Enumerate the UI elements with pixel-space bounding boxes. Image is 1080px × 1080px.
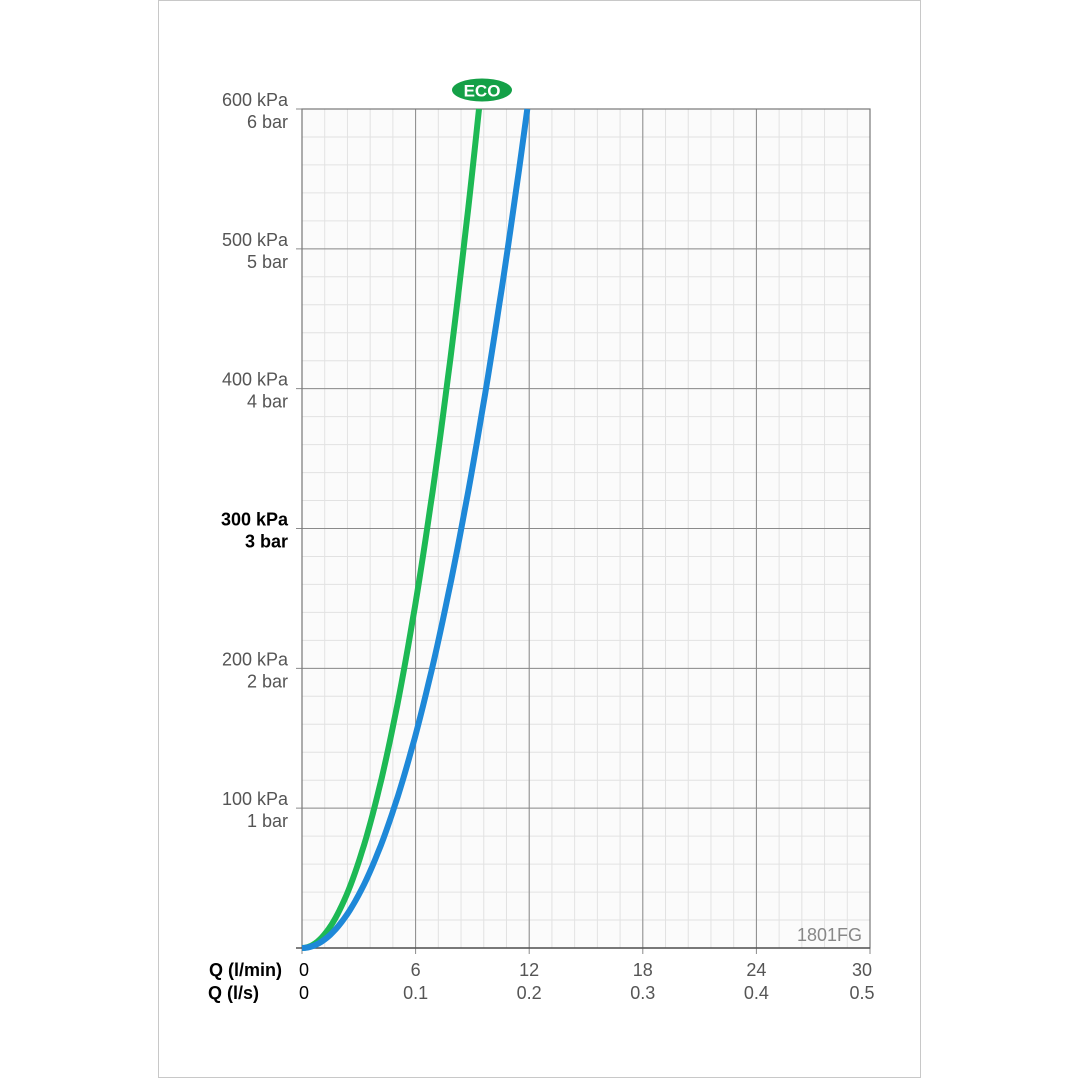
x-tick-label-ls: 0.2 bbox=[517, 983, 542, 1003]
series-line-eco bbox=[301, 108, 482, 951]
y-tick-label-bar: 6 bar bbox=[247, 112, 288, 132]
x-tick-label-lmin: 6 bbox=[411, 960, 421, 980]
x-tick-label-lmin: 12 bbox=[519, 960, 539, 980]
x-tick-label-lmin: 24 bbox=[746, 960, 766, 980]
y-tick-label-kpa: 600 kPa bbox=[222, 90, 289, 110]
model-code: 1801FG bbox=[797, 925, 862, 945]
x-axis-label-ls: Q (l/s) bbox=[208, 983, 259, 1003]
x-tick-label-ls: 0.1 bbox=[403, 983, 428, 1003]
x-tick-label-lmin: 18 bbox=[633, 960, 653, 980]
y-tick-label-bar: 5 bar bbox=[247, 252, 288, 272]
eco-badge-label: ECO bbox=[464, 82, 501, 101]
x-tick-label-lmin: 30 bbox=[852, 960, 872, 980]
y-tick-label-kpa: 300 kPa bbox=[221, 510, 289, 530]
x-axis-label-lmin: Q (l/min) bbox=[209, 960, 282, 980]
y-tick-label-kpa: 200 kPa bbox=[222, 649, 289, 669]
series-line-standard bbox=[301, 108, 531, 951]
x-tick-label-ls: 0 bbox=[299, 983, 309, 1003]
x-tick-label-ls: 0.5 bbox=[849, 983, 874, 1003]
x-tick-label-lmin: 0 bbox=[299, 960, 309, 980]
chart-frame bbox=[158, 0, 921, 1078]
y-tick-label-bar: 1 bar bbox=[247, 811, 288, 831]
y-tick-label-bar: 2 bar bbox=[247, 671, 288, 691]
y-tick-label-bar: 3 bar bbox=[245, 532, 288, 552]
x-tick-label-ls: 0.4 bbox=[744, 983, 769, 1003]
y-tick-label-bar: 4 bar bbox=[247, 392, 288, 412]
eco-badge bbox=[452, 78, 512, 102]
x-tick-label-ls: 0.3 bbox=[630, 983, 655, 1003]
y-tick-label-kpa: 100 kPa bbox=[222, 789, 289, 809]
y-tick-label-kpa: 400 kPa bbox=[222, 370, 289, 390]
y-tick-label-kpa: 500 kPa bbox=[222, 230, 289, 250]
